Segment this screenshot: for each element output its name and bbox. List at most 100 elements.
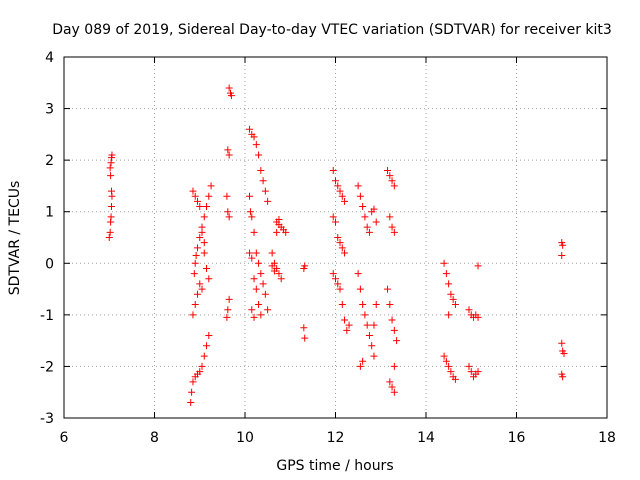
data-point	[372, 301, 380, 309]
data-point	[390, 388, 398, 396]
data-point	[558, 252, 566, 260]
data-point	[205, 331, 213, 339]
data-point	[300, 324, 308, 332]
data-point	[386, 378, 394, 386]
data-point	[189, 378, 197, 386]
data-point	[445, 280, 453, 288]
data-point	[388, 383, 396, 391]
data-point	[386, 213, 394, 221]
data-points	[105, 84, 568, 407]
data-point	[193, 290, 201, 298]
y-axis-label: SDTVAR / TECUs	[7, 181, 23, 296]
data-point	[191, 301, 199, 309]
data-point	[341, 249, 349, 257]
data-point	[336, 285, 344, 293]
data-point	[332, 177, 339, 185]
data-point	[193, 244, 201, 252]
data-point	[388, 316, 396, 324]
data-point	[359, 357, 367, 365]
data-point	[359, 301, 367, 309]
data-point	[268, 249, 276, 257]
data-point	[223, 313, 231, 321]
data-point	[207, 182, 215, 190]
data-point	[334, 280, 342, 288]
data-point	[187, 399, 195, 407]
data-point	[301, 262, 309, 270]
data-point	[356, 362, 364, 370]
data-point	[393, 337, 401, 345]
data-point	[451, 301, 459, 309]
data-point	[225, 213, 233, 221]
data-point	[442, 357, 450, 365]
data-point	[329, 270, 337, 278]
data-point	[447, 290, 455, 298]
data-point	[246, 249, 254, 257]
data-point	[338, 192, 346, 200]
x-tick-label: 12	[327, 430, 345, 446]
data-point	[191, 192, 199, 200]
x-tick-label: 16	[508, 430, 526, 446]
data-point	[268, 262, 276, 270]
data-point	[248, 213, 256, 221]
data-point	[368, 342, 376, 350]
data-point	[370, 352, 378, 360]
data-point	[332, 218, 339, 226]
chart-title: Day 089 of 2019, Sidereal Day-to-day VTE…	[52, 22, 612, 38]
data-point	[224, 306, 232, 314]
data-point	[474, 262, 482, 270]
data-point	[223, 192, 231, 200]
data-point	[248, 254, 256, 262]
data-point	[193, 197, 201, 205]
data-point	[203, 342, 211, 350]
data-point	[338, 244, 346, 252]
data-point	[255, 301, 263, 309]
data-point	[275, 215, 283, 223]
data-point	[474, 313, 482, 321]
data-point	[259, 280, 267, 288]
data-point	[252, 249, 260, 257]
data-point	[336, 239, 344, 247]
data-point	[192, 252, 200, 260]
data-point	[343, 326, 351, 334]
data-point	[390, 326, 398, 334]
data-point	[451, 375, 459, 383]
data-point	[224, 208, 232, 216]
data-point	[227, 92, 235, 100]
data-point	[329, 213, 337, 221]
data-point	[252, 285, 260, 293]
data-point	[345, 321, 353, 329]
data-point	[261, 187, 269, 195]
y-tick-label: 3	[45, 102, 54, 118]
data-point	[108, 203, 116, 211]
data-point	[384, 285, 392, 293]
data-point	[334, 234, 342, 241]
data-point	[388, 223, 396, 231]
data-point	[361, 213, 369, 221]
data-point	[255, 259, 263, 267]
data-point	[474, 368, 482, 376]
data-point	[301, 334, 309, 342]
data-point	[250, 313, 258, 321]
data-point	[273, 228, 281, 236]
data-point	[255, 151, 263, 159]
data-point	[445, 362, 453, 370]
data-point	[356, 285, 364, 293]
data-point	[440, 259, 448, 267]
grid-lines	[64, 57, 607, 418]
data-point	[372, 218, 380, 226]
data-point	[384, 166, 392, 174]
data-point	[190, 270, 198, 278]
data-point	[203, 264, 211, 272]
data-point	[354, 270, 362, 278]
data-point	[248, 306, 256, 314]
data-point	[105, 234, 113, 241]
data-point	[361, 311, 369, 319]
data-point	[341, 197, 349, 205]
data-point	[259, 177, 267, 185]
data-point	[107, 172, 115, 180]
data-point	[225, 84, 233, 92]
data-point	[465, 362, 473, 370]
data-point	[200, 213, 208, 221]
y-tick-label: 2	[45, 153, 54, 169]
y-tick-label: -1	[40, 308, 54, 324]
